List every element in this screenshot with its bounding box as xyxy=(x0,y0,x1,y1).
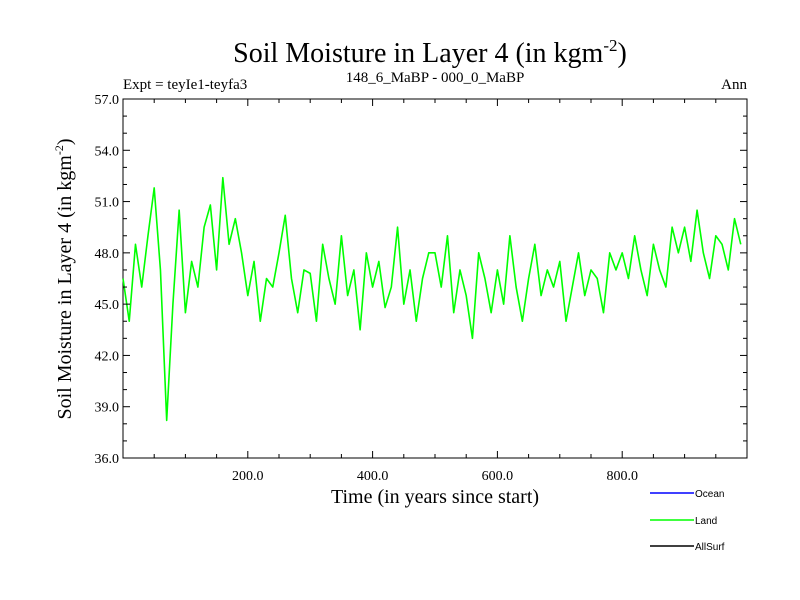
subtitle-right: Ann xyxy=(721,77,747,93)
series-layer xyxy=(122,176,742,422)
x-axis-title: Time (in years since start) xyxy=(331,486,539,508)
y-tick-label: 36.0 xyxy=(95,452,120,467)
series-line-land xyxy=(122,176,742,422)
y-axis-title: Soil Moisture in Layer 4 (in kgm-2) xyxy=(52,138,76,419)
x-tick-label: 600.0 xyxy=(482,469,514,484)
plot-frame xyxy=(122,98,748,459)
x-tick-label: 200.0 xyxy=(232,469,264,484)
y-tick-label: 51.0 xyxy=(95,196,120,211)
x-tick-label: 800.0 xyxy=(606,469,638,484)
y-axis: 36.0 39.0 42.0 45.0 48.0 51.0 54.0 57.0 xyxy=(95,93,747,467)
y-tick-label: 39.0 xyxy=(95,401,120,416)
y-tick-label: 48.0 xyxy=(95,247,120,262)
subtitle-left: Expt = teyIe1-teyfa3 xyxy=(123,77,247,93)
y-tick-label: 42.0 xyxy=(95,349,120,364)
x-tick-label: 400.0 xyxy=(357,469,389,484)
subtitle-center: 148_6_MaBP - 000_0_MaBP xyxy=(346,70,525,86)
y-tick-label: 57.0 xyxy=(95,93,120,108)
legend-label-allsurf: AllSurf xyxy=(695,542,725,553)
legend: Ocean Land AllSurf xyxy=(650,489,725,553)
legend-label-land: Land xyxy=(695,516,717,527)
y-tick-label: 54.0 xyxy=(95,144,120,159)
x-axis: 200.0 400.0 600.0 800.0 xyxy=(153,99,717,484)
y-tick-label: 45.0 xyxy=(95,298,120,313)
legend-label-ocean: Ocean xyxy=(695,489,724,500)
chart-title: Soil Moisture in Layer 4 (in kgm-2) xyxy=(233,36,627,69)
